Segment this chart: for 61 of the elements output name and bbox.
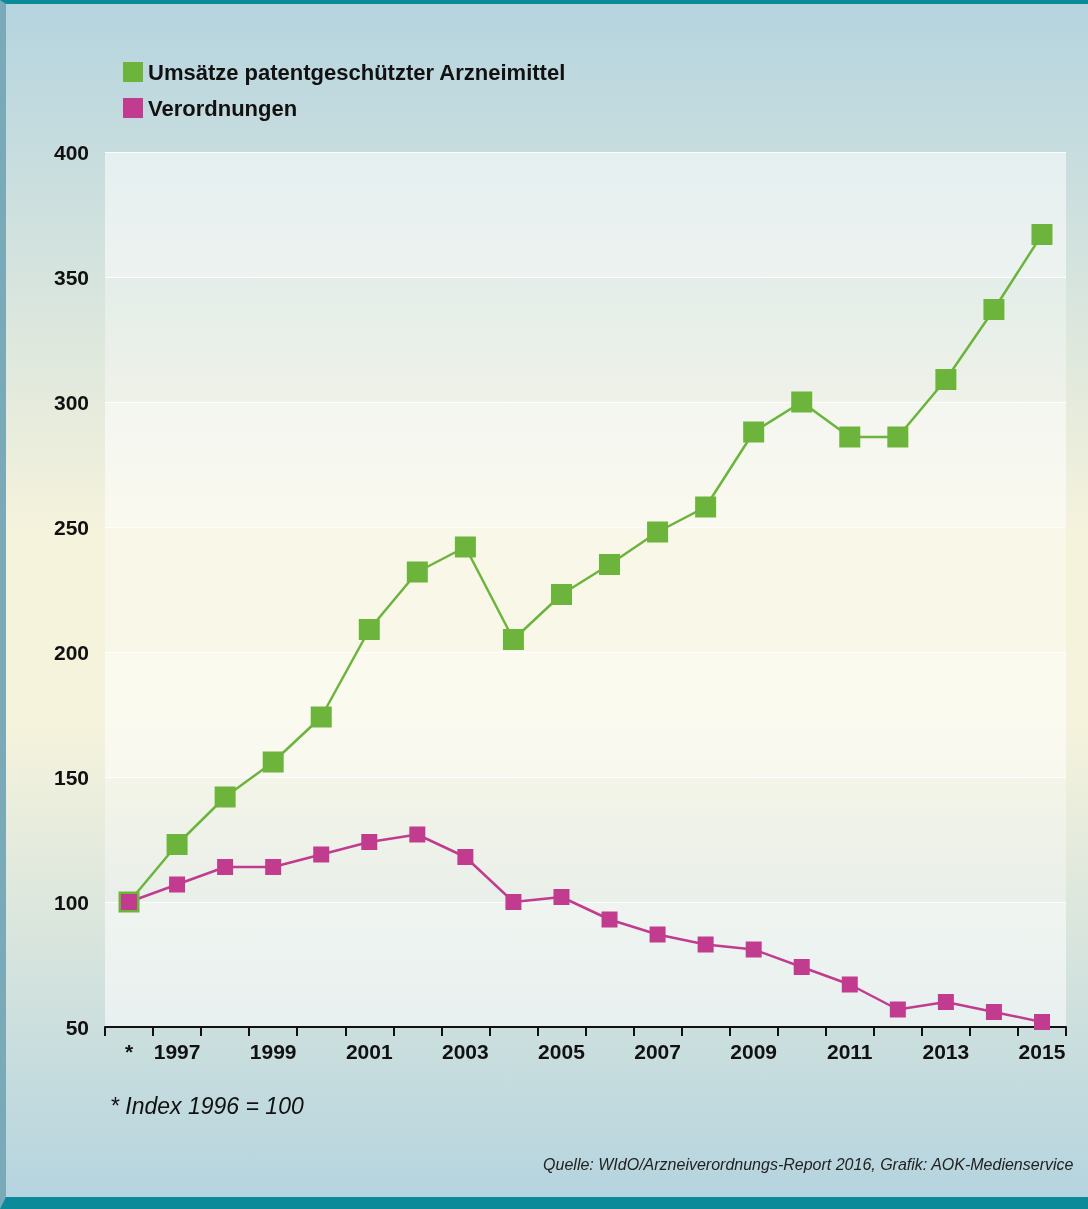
- x-tick-label: 2007: [634, 1040, 681, 1063]
- point: [262, 751, 284, 773]
- y-tick-label: 350: [53, 265, 89, 289]
- point: [217, 859, 234, 875]
- point: [265, 859, 282, 875]
- point: [743, 421, 765, 443]
- point: [457, 849, 474, 865]
- point: [697, 936, 714, 953]
- y-tick-label: 250: [53, 515, 89, 539]
- x-tick-label: 2015: [1018, 1040, 1066, 1063]
- point: [935, 369, 957, 390]
- point: [409, 826, 426, 843]
- point: [649, 926, 666, 943]
- point: [1031, 224, 1053, 245]
- y-tick-label: 200: [53, 640, 89, 664]
- x-tick-label: 2005: [538, 1040, 586, 1063]
- text: * Index 1996 = 100: [110, 1092, 304, 1119]
- x-tick-label: *: [124, 1040, 134, 1063]
- x-tick-label: 2001: [345, 1040, 393, 1063]
- point: [887, 426, 909, 448]
- legend-label: Verordnungen: [148, 95, 298, 121]
- y-tick-label: 400: [53, 140, 89, 164]
- point: [937, 994, 954, 1010]
- point: [983, 299, 1005, 320]
- legend-label: Umsätze patentgeschützter Arzneimittel: [148, 59, 566, 85]
- point: [166, 834, 188, 855]
- point: [841, 976, 858, 993]
- point: [358, 619, 380, 640]
- x-tick-label: 1997: [153, 1040, 201, 1063]
- point: [839, 426, 861, 448]
- point: [1033, 1014, 1050, 1030]
- x-tick-label: 2011: [826, 1040, 873, 1063]
- point: [406, 561, 428, 583]
- point: [214, 786, 236, 808]
- point: [310, 706, 332, 728]
- point: [454, 536, 476, 558]
- point: [601, 911, 618, 928]
- point: [313, 846, 330, 863]
- y-tick-label: 50: [65, 1015, 89, 1039]
- point: [889, 1001, 906, 1018]
- x-tick-label: 1999: [249, 1040, 297, 1063]
- x-tick-label: 2013: [922, 1040, 970, 1063]
- point: [169, 876, 186, 893]
- source-note: Quelle: WIdO/Arzneiverordnungs-Report 2016, Grafik: AOK-Medienservice: [543, 1155, 1074, 1173]
- x-tick-label: 2003: [442, 1040, 489, 1063]
- point: [745, 941, 762, 958]
- y-tick-label: 300: [53, 390, 89, 414]
- y-tick-label: 100: [53, 890, 89, 914]
- point: [505, 894, 522, 910]
- point: [985, 1004, 1002, 1020]
- point: [550, 584, 572, 605]
- point: [793, 959, 810, 975]
- point: [599, 554, 621, 575]
- point: [791, 391, 813, 413]
- y-tick-label: 150: [53, 765, 89, 789]
- point: [647, 521, 669, 543]
- point: [502, 629, 524, 650]
- x-tick-label: 2009: [730, 1040, 778, 1063]
- point: [361, 834, 378, 850]
- point: [695, 496, 717, 518]
- point: [553, 889, 570, 905]
